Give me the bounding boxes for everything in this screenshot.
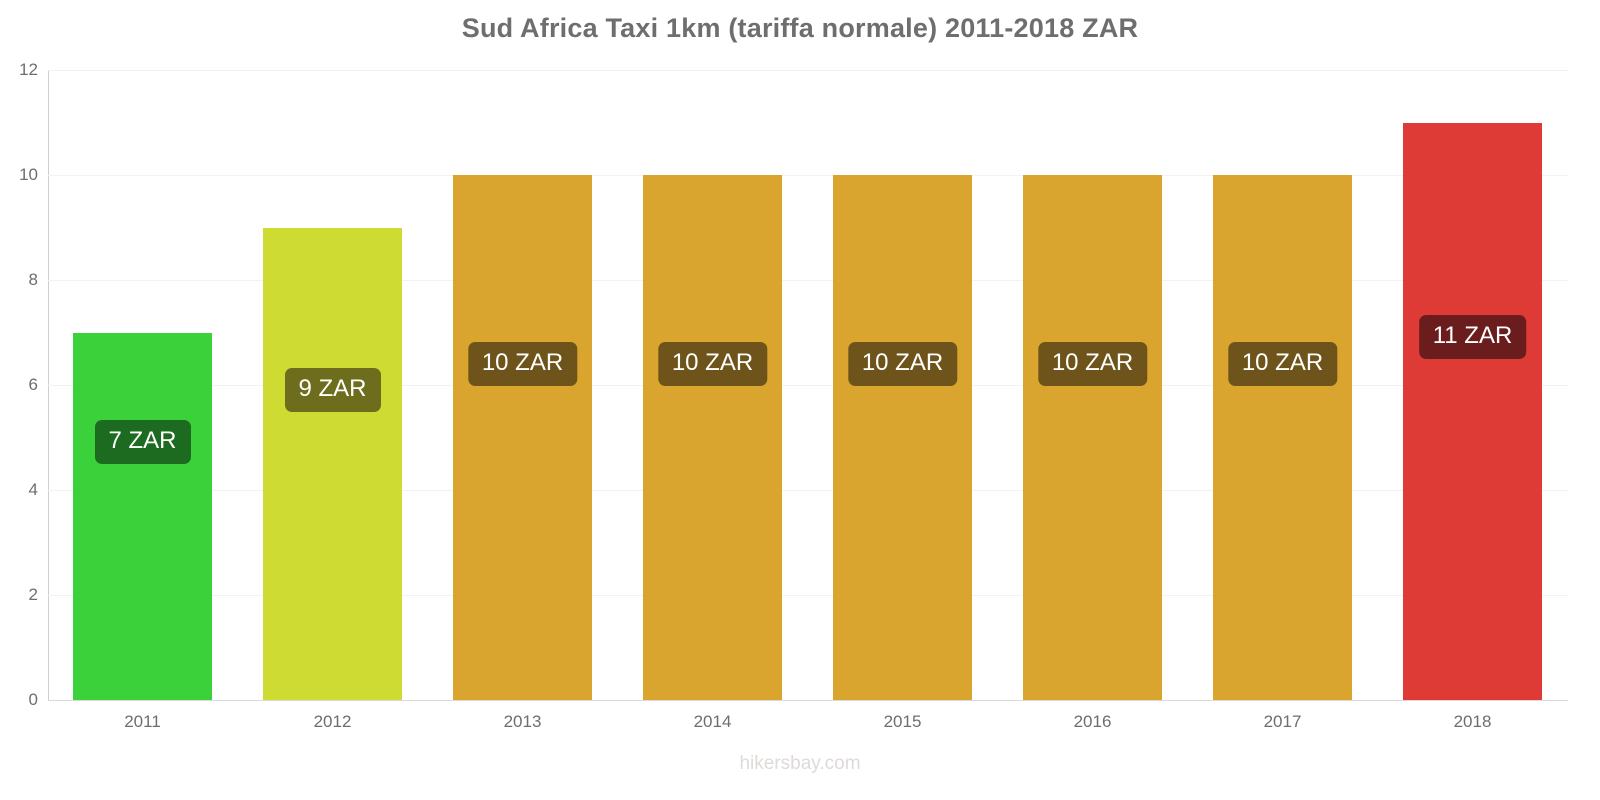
plot-area: 7 ZAR 9 ZAR 10 ZAR 10 ZAR 10 ZAR 10 ZAR 10 ZAR… [48,70,1568,701]
bar-group[interactable]: 10 ZAR [1213,70,1352,700]
x-tick-label: 2012 [313,712,352,731]
y-tick-label: 2 [28,585,38,604]
watermark-label: hikersbay.com [739,753,861,774]
bar[interactable]: 10 ZAR [1023,175,1162,700]
bar-value-label: 10 ZAR [467,341,578,386]
y-tick-label: 6 [28,375,38,394]
bar[interactable]: 11 ZAR [1403,122,1542,700]
bar[interactable]: 10 ZAR [1213,175,1352,700]
bar[interactable]: 10 ZAR [453,175,592,700]
bar-value-label: 10 ZAR [847,341,958,386]
bar-series: 7 ZAR 9 ZAR 10 ZAR 10 ZAR 10 ZAR 10 ZAR 10 ZAR… [48,70,1568,700]
bar-group[interactable]: 11 ZAR [1403,70,1542,700]
bar-value-label: 7 ZAR [94,420,191,465]
bar-value-label: 9 ZAR [284,367,381,412]
gridline [48,490,1568,491]
chart-title: Sud Africa Taxi 1km (tariffa normale) 20… [461,13,1139,43]
gridline [48,595,1568,596]
bar-group[interactable]: 9 ZAR [263,70,402,700]
y-tick-label: 10 [19,165,38,184]
y-tick-label: 8 [28,270,38,289]
bar[interactable]: 9 ZAR [263,227,402,700]
y-tick-label: 4 [28,480,38,499]
gridline [48,280,1568,281]
gridline [48,700,1568,701]
gridline [48,70,1568,71]
bar-value-label: 10 ZAR [1227,341,1338,386]
bar[interactable]: 7 ZAR [73,332,212,700]
x-tick-label: 2013 [503,712,542,731]
x-tick-label: 2015 [883,712,922,731]
bar-group[interactable]: 7 ZAR [73,70,212,700]
bar-group[interactable]: 10 ZAR [643,70,782,700]
gridline [48,175,1568,176]
x-tick-label: 2011 [124,712,161,731]
bar-value-label: 10 ZAR [1037,341,1148,386]
x-tick-label: 2016 [1073,712,1112,731]
bar-value-label: 11 ZAR [1418,315,1527,360]
x-tick-label: 2018 [1453,712,1492,731]
bar-group[interactable]: 10 ZAR [1023,70,1162,700]
bar[interactable]: 10 ZAR [643,175,782,700]
bar[interactable]: 10 ZAR [833,175,972,700]
bar-group[interactable]: 10 ZAR [453,70,592,700]
gridline [48,385,1568,386]
y-tick-label: 0 [28,690,38,709]
x-tick-label: 2017 [1263,712,1302,731]
bar-group[interactable]: 10 ZAR [833,70,972,700]
bar-value-label: 10 ZAR [657,341,768,386]
y-tick-label: 12 [19,60,38,79]
x-tick-label: 2014 [693,712,732,731]
